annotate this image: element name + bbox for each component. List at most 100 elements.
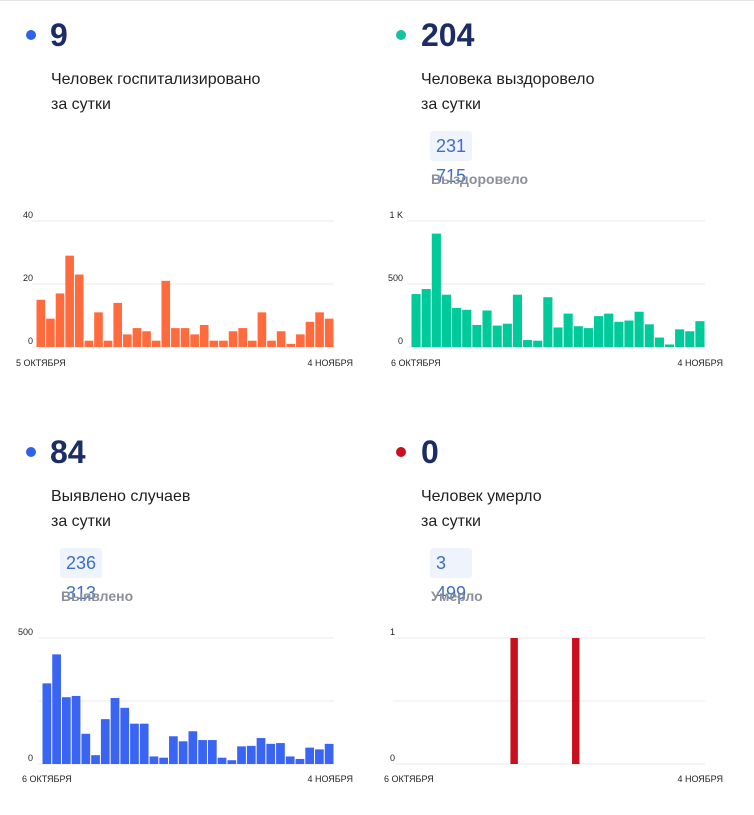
hospitalized-bar [94, 312, 103, 347]
recovered-bar [512, 294, 523, 347]
hospitalized-bar [103, 340, 113, 347]
deaths-total-badge: 3 499 [430, 548, 473, 603]
hospitalized-bar [171, 328, 180, 347]
hospitalized-bar [132, 328, 142, 347]
hospitalized-bar [324, 318, 334, 347]
deaths-total-label: Умерло [431, 588, 483, 604]
recovered-bar [573, 326, 583, 347]
cases-bar [61, 697, 71, 764]
hospitalized-bar [113, 302, 123, 347]
cases-xtick-end: 4 НОЯБРЯ [307, 774, 353, 784]
cases-bar [305, 747, 315, 764]
cases-bar [227, 760, 237, 764]
recovered-bar [634, 311, 644, 347]
recovered-bar [583, 328, 593, 347]
cases-bar [324, 743, 334, 764]
recovered-total-label: Выздоровело [431, 171, 529, 187]
cases-bar [237, 746, 246, 764]
cases-bar [217, 757, 227, 764]
recovered-bar [502, 323, 512, 347]
cases-ytick-label: 0 [28, 753, 33, 763]
cases-total-badge: 236 313 [60, 548, 103, 603]
cases-bar [266, 743, 276, 764]
cases-bar [110, 697, 120, 764]
recovered-description: Человека выздоровело за сутки [421, 67, 701, 117]
deaths-value: 0 [421, 434, 439, 470]
recovered-bar [685, 331, 695, 347]
recovered-total-badge: 231 715 [430, 131, 473, 186]
cases-bar [130, 723, 139, 764]
hospitalized-bar [36, 299, 46, 347]
recovered-bar [604, 313, 614, 347]
recovered-bar [563, 313, 573, 347]
hospitalized-bar [267, 340, 276, 347]
hospitalized-bar [65, 255, 74, 347]
hospitalized-ytick-label: 40 [23, 210, 33, 220]
cases-bar [120, 707, 130, 764]
deaths-dot-icon [396, 447, 406, 457]
recovered-description-line1: Человека выздоровело [421, 71, 595, 88]
hospitalized-bar [55, 293, 65, 347]
deaths-ytick-label: 0 [390, 753, 395, 763]
hospitalized-bar [151, 340, 161, 347]
hospitalized-bar [190, 334, 199, 347]
hospitalized-bar [228, 331, 238, 347]
cases-bar [159, 757, 169, 764]
cases-bar [149, 756, 159, 764]
cases-bar [198, 740, 207, 764]
recovered-bar [441, 294, 452, 347]
recovered-bar [543, 297, 553, 347]
deaths-xtick-end: 4 НОЯБРЯ [677, 774, 723, 784]
recovered-bar [675, 329, 685, 347]
recovered-bar [421, 289, 431, 347]
hospitalized-ytick-label: 20 [23, 273, 33, 283]
cases-total-label: Выявлено [61, 588, 134, 604]
hospitalized-bar [257, 312, 267, 347]
hospitalized-bar [219, 340, 228, 347]
deaths-xtick-start: 6 ОКТЯБРЯ [384, 774, 434, 784]
recovered-ytick-label: 1 K [389, 210, 403, 220]
cases-description-line2: за сутки [51, 513, 111, 530]
hospitalized-bar [142, 331, 151, 347]
recovered-bar [523, 340, 533, 347]
hospitalized-bar [209, 340, 219, 347]
hospitalized-bar [247, 340, 257, 347]
cases-bar [71, 695, 81, 764]
cases-dot-icon [26, 447, 36, 457]
deaths-ytick-label: 1 [390, 627, 395, 637]
recovered-value: 204 [421, 17, 475, 53]
recovered-bar [533, 340, 543, 347]
cases-bar [246, 745, 256, 764]
cases-bar [285, 756, 295, 764]
deaths-description-line2: за сутки [421, 513, 481, 530]
deaths-description: Человек умерло за сутки [421, 484, 701, 534]
hospitalized-bar [46, 318, 55, 347]
hospitalized-bar [238, 328, 247, 347]
hospitalized-bar [199, 324, 209, 347]
recovered-bar [462, 309, 472, 347]
cases-value: 84 [50, 434, 86, 470]
recovered-ytick-label: 0 [398, 336, 403, 346]
cases-bar [42, 683, 52, 764]
hospitalized-bar [315, 312, 324, 347]
top-divider [0, 0, 754, 1]
recovered-bar [482, 310, 492, 347]
hospitalized-description-line2: за сутки [51, 96, 111, 113]
cases-bar [81, 733, 91, 764]
cases-bar [178, 741, 188, 764]
hospitalized-bar [296, 334, 305, 347]
recovered-bar [614, 321, 624, 347]
hospitalized-bar [74, 274, 84, 347]
hospitalized-bar [286, 343, 296, 347]
recovered-bar [695, 321, 705, 347]
recovered-dot-icon [396, 30, 406, 40]
hospitalized-value: 9 [50, 17, 68, 53]
hospitalized-bar [84, 340, 94, 347]
cases-bar [207, 740, 217, 764]
cases-bar [315, 749, 324, 764]
hospitalized-bar [161, 280, 171, 347]
